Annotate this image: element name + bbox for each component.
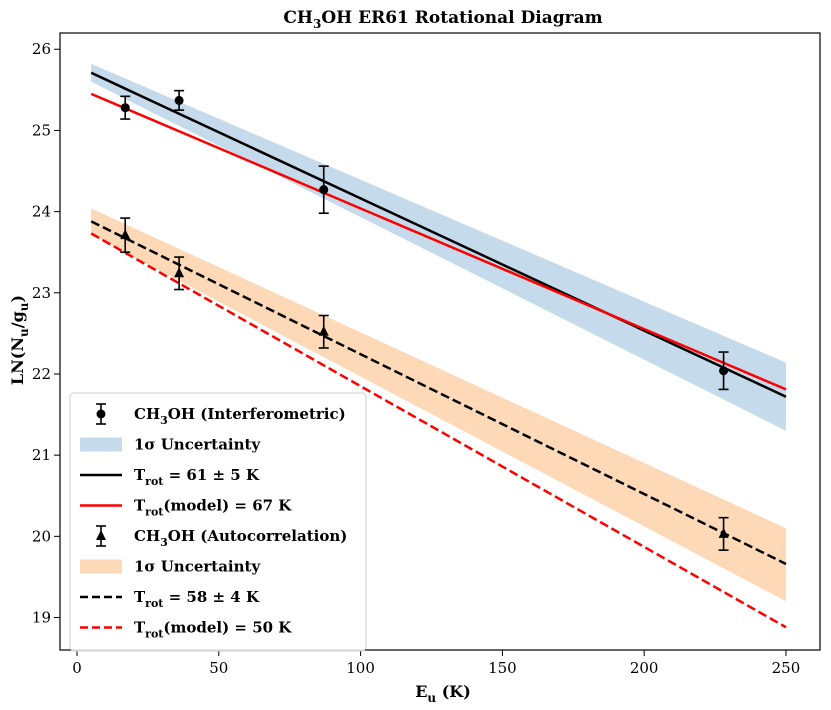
y-tick-label-5: 24 <box>32 203 51 221</box>
data-point-0-2 <box>319 185 329 195</box>
uncertainty-band-1 <box>91 63 786 431</box>
x-tick-label-3: 150 <box>488 659 517 677</box>
chart-title: CH3OH ER61 Rotational Diagram <box>283 8 602 31</box>
legend-label-3: Trot(model) = 67 K <box>134 497 292 519</box>
fit-line-6 <box>90 220 787 566</box>
data-point-4-2 <box>318 325 329 336</box>
data-point-4-1 <box>174 267 185 278</box>
data-point-4-3 <box>718 527 729 538</box>
legend-label-6: Trot = 58 ± 4 K <box>134 588 260 610</box>
y-tick-label-3: 22 <box>32 365 51 383</box>
legend-label-7: Trot(model) = 50 K <box>134 619 292 641</box>
data-point-4-0 <box>120 229 131 240</box>
legend-label-5: 1σ Uncertainty <box>134 558 261 576</box>
x-tick-label-2: 100 <box>346 659 375 677</box>
legend-marker-0 <box>96 409 106 419</box>
data-point-0-3 <box>719 366 729 376</box>
y-tick-label-7: 26 <box>32 40 51 58</box>
fit-line-3 <box>90 92 787 391</box>
y-tick-label-4: 23 <box>32 284 51 302</box>
x-tick-label-4: 200 <box>630 659 659 677</box>
legend-label-0: CH3OH (Interferometric) <box>134 405 346 427</box>
x-axis-label: Eu (K) <box>415 682 471 705</box>
y-tick-label-6: 25 <box>32 121 51 139</box>
legend-box <box>69 392 367 652</box>
legend-label-1: 1σ Uncertainty <box>134 436 261 454</box>
y-axis-label: LN(Nu/gu) <box>8 295 31 385</box>
fit-line-2 <box>90 71 787 398</box>
legend-label-2: Trot = 61 ± 5 K <box>134 466 260 488</box>
data-point-0-0 <box>120 103 130 113</box>
x-tick-label-1: 50 <box>209 659 228 677</box>
y-tick-label-2: 21 <box>32 446 51 464</box>
data-point-0-1 <box>174 95 184 105</box>
y-tick-label-1: 20 <box>32 527 51 545</box>
chart-legend: CH3OH (Interferometric) 1σ Uncertainty Tro… <box>69 392 367 652</box>
legend-marker-4 <box>96 530 106 540</box>
x-tick-label-0: 0 <box>72 659 82 677</box>
legend-label-4: CH3OH (Autocorrelation) <box>134 527 347 549</box>
plot-frame <box>59 32 821 651</box>
y-tick-label-0: 19 <box>32 609 51 627</box>
axis-ticks: 0 50 100 150 200 250 19 20 21 22 23 24 25 26 <box>32 40 800 677</box>
legend-band-swatch-1 <box>80 437 122 452</box>
x-tick-label-5: 250 <box>772 659 801 677</box>
uncertainty-band-5 <box>91 208 786 602</box>
fit-line-7 <box>90 232 787 629</box>
legend-band-swatch-5 <box>80 559 122 574</box>
plot-area <box>59 32 821 651</box>
